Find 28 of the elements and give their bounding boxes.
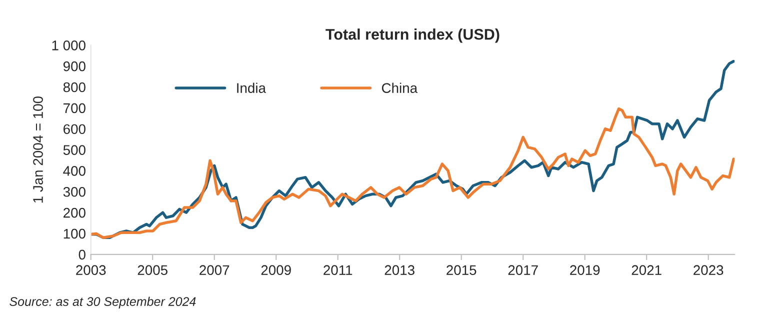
y-tick-label: 700	[64, 103, 86, 114]
y-axis-title: 1 Jan 2004 = 100	[33, 96, 43, 203]
x-tick-label: 2005	[138, 265, 168, 276]
x-tick-label: 2007	[200, 265, 230, 276]
source-note: Source: as at 30 September 2024	[10, 296, 196, 308]
line-series	[90, 107, 735, 240]
y-tick-label: 800	[63, 82, 86, 92]
x-tick-label: 2019	[570, 265, 600, 276]
x-tick-label: 2003	[76, 265, 106, 276]
x-tick-label: 2011	[324, 265, 352, 276]
y-tick-label: 400	[63, 166, 86, 176]
x-tick-label: 2015	[446, 265, 476, 276]
legend-label: China	[382, 82, 418, 93]
x-tick-label: 2021	[632, 265, 662, 276]
x-tick-label: 2013	[384, 265, 414, 276]
y-tick-label: 300	[63, 186, 86, 197]
y-tick-label: 1 000	[52, 40, 86, 50]
x-tick-label: 2023	[694, 265, 724, 276]
y-tick-label: 900	[63, 61, 86, 72]
legend-label: India	[237, 82, 266, 93]
chart-title: Total return index (USD)	[326, 28, 500, 43]
y-tick-label: 600	[64, 124, 86, 134]
y-tick-label: 200	[64, 208, 86, 218]
y-tick-label: 0	[78, 250, 86, 260]
y-tick-label: 100	[64, 228, 86, 239]
x-tick-label: 2009	[261, 265, 291, 276]
y-tick-label: 500	[63, 145, 86, 155]
x-tick-label: 2017	[508, 265, 538, 276]
